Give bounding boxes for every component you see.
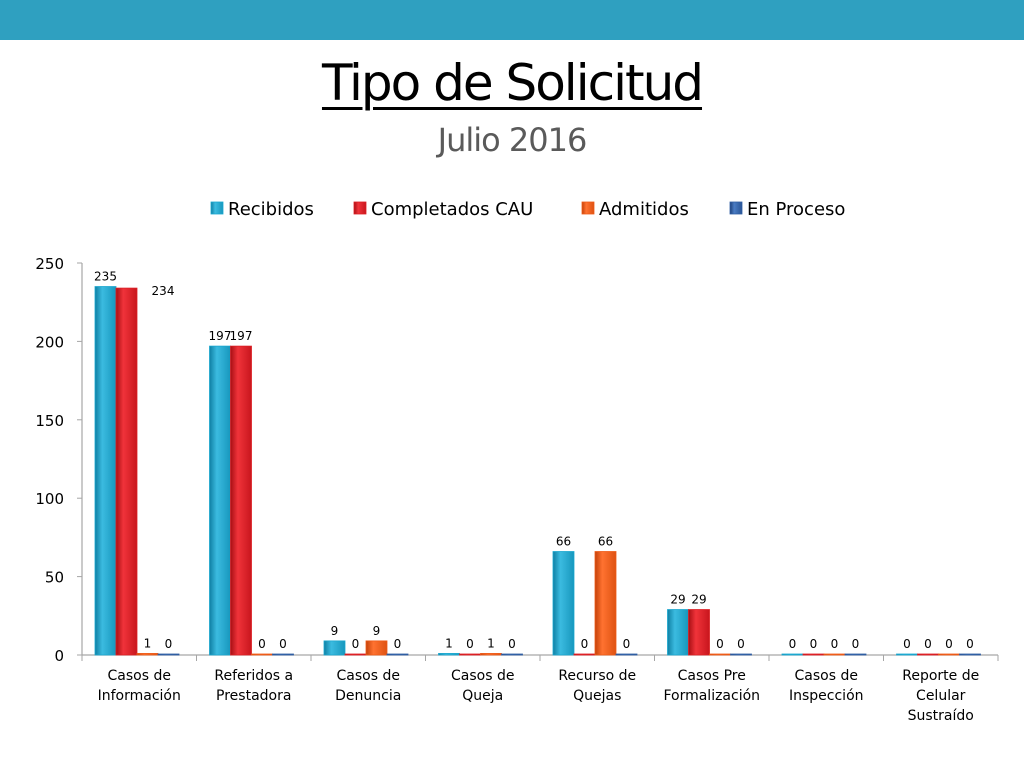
bar-recibidos [438,653,460,656]
bar-en-proceso [615,653,638,656]
legend-swatch [729,201,743,215]
legend-label: Admitidos [599,199,689,220]
data-label: 197 [209,329,232,343]
legend-label: En Proceso [747,199,845,220]
bar-en-proceso [844,653,867,656]
data-label: 0 [831,637,839,651]
data-label: 1 [487,636,495,650]
x-category-label: Reporte de Celular Sustraído [902,668,979,724]
x-category-label: Recurso de Quejas [558,668,636,704]
data-label: 0 [852,637,860,651]
data-label: 0 [581,637,589,651]
x-category-label: Casos Pre Formalización [663,668,760,704]
page-title-text: Tipo de Solicitud [321,54,704,112]
bar-completados-cau [230,345,252,656]
bar-admitidos [823,653,846,656]
data-label: 0 [737,637,745,651]
bar-recibidos [781,653,804,656]
bar-en-proceso [501,653,523,656]
bar-en-proceso [730,653,752,656]
data-label: 0 [258,637,266,651]
bar-en-proceso [157,653,180,656]
data-label: 66 [598,535,613,549]
data-label: 9 [331,624,339,638]
bar-completados-cau [573,653,596,656]
y-tick-label: 0 [54,647,64,665]
data-label: 0 [279,637,287,651]
bar-recibidos [323,640,346,656]
bar-completados-cau [688,609,710,656]
bar-completados-cau [459,653,481,656]
data-label: 0 [716,637,724,651]
y-tick-label: 150 [35,412,64,430]
x-category-label: Casos de Denuncia [335,668,401,704]
x-category-label: Casos de Queja [451,668,514,704]
data-label: 29 [691,593,706,607]
legend-swatch [581,201,595,215]
x-category-label: Referidos a Prestadora [214,668,293,704]
data-label: 1 [144,636,152,650]
x-category-label: Casos de Inspección [789,668,864,704]
data-label: 66 [556,535,571,549]
page-subtitle: Julio 2016 [437,121,588,159]
data-label: 0 [165,637,173,651]
y-tick-label: 250 [35,255,64,273]
bar-recibidos [94,286,117,656]
bar-admitidos [480,653,502,656]
data-label: 0 [623,637,631,651]
legend: Recibidos Completados CAU Admitidos En Proc… [210,199,845,220]
data-label: 0 [352,637,360,651]
legend-swatch [210,201,224,215]
bar-recibidos [209,345,231,656]
data-label: 234 [152,284,175,298]
bar-admitidos [938,653,960,656]
bar-recibidos [552,551,575,656]
data-label: 0 [966,637,974,651]
bar-en-proceso [272,653,294,656]
bar-admitidos [365,640,388,656]
bar-admitidos [594,551,617,656]
y-tick-label: 200 [35,333,64,351]
bar-completados-cau [115,287,138,656]
data-label: 29 [670,593,685,607]
data-label: 235 [94,270,117,284]
y-tick-label: 100 [35,490,64,508]
bar-en-proceso [386,653,409,656]
data-label: 0 [810,637,818,651]
legend-swatch [353,201,367,215]
bar-admitidos [251,653,273,656]
legend-label: Completados CAU [371,199,533,220]
y-tick-label: 50 [45,569,64,587]
bar-recibidos [896,653,918,656]
bar-en-proceso [959,653,981,656]
legend-label: Recibidos [228,199,314,220]
data-label: 0 [466,637,474,651]
data-label: 0 [789,637,797,651]
data-label: 0 [394,637,402,651]
data-label: 197 [230,329,253,343]
data-label: 9 [373,624,381,638]
bar-completados-cau [917,653,939,656]
bars [94,286,981,656]
data-label: 0 [903,637,911,651]
data-label: 0 [945,637,953,651]
data-label: 0 [508,637,516,651]
top-band [0,0,1024,40]
bar-admitidos [709,653,731,656]
data-label: 0 [924,637,932,651]
bar-admitidos [136,653,159,656]
bar-recibidos [667,609,689,656]
bar-completados-cau [344,653,367,656]
data-label: 1 [445,636,453,650]
page-title: Tipo de Solicitud [0,52,1024,114]
x-category-label: Casos de Información [98,668,181,704]
bar-completados-cau [802,653,825,656]
